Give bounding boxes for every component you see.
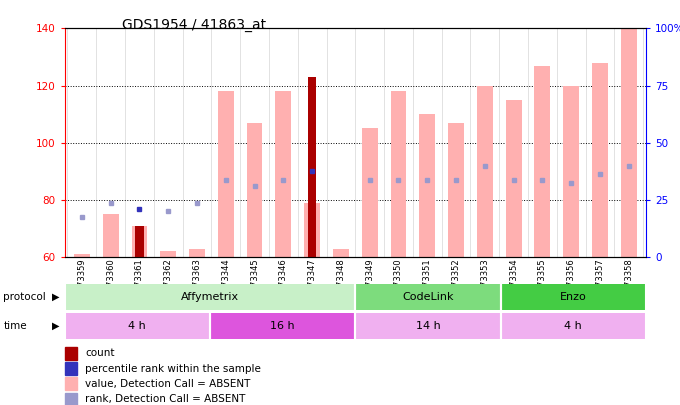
Bar — [304, 203, 320, 257]
Text: percentile rank within the sample: percentile rank within the sample — [85, 364, 261, 373]
Text: 14 h: 14 h — [415, 321, 441, 331]
Bar — [621, 28, 636, 257]
Bar — [218, 91, 234, 257]
Bar — [477, 85, 493, 257]
Text: 4 h: 4 h — [564, 321, 582, 331]
Bar — [160, 252, 176, 257]
Text: CodeLink: CodeLink — [403, 292, 454, 302]
Text: protocol: protocol — [3, 292, 46, 302]
Bar — [308, 77, 316, 257]
Bar — [500, 284, 646, 310]
Bar — [74, 254, 90, 257]
Bar — [420, 114, 435, 257]
Bar — [355, 313, 500, 339]
Bar — [448, 123, 464, 257]
Text: GDS1954 / 41863_at: GDS1954 / 41863_at — [122, 18, 267, 32]
Text: rank, Detection Call = ABSENT: rank, Detection Call = ABSENT — [85, 394, 245, 404]
Bar — [65, 313, 210, 339]
Text: 4 h: 4 h — [129, 321, 146, 331]
Text: ▶: ▶ — [52, 292, 59, 302]
Text: count: count — [85, 348, 114, 358]
Bar — [210, 313, 355, 339]
Bar — [390, 91, 407, 257]
Bar — [103, 214, 118, 257]
Bar — [500, 313, 646, 339]
Text: Affymetrix: Affymetrix — [181, 292, 239, 302]
Bar — [362, 128, 377, 257]
Bar — [247, 123, 262, 257]
Bar — [275, 91, 291, 257]
Bar — [333, 249, 349, 257]
Bar — [592, 63, 608, 257]
Bar — [131, 226, 148, 257]
Text: 16 h: 16 h — [271, 321, 295, 331]
Bar — [563, 85, 579, 257]
Bar — [534, 66, 550, 257]
Bar — [189, 249, 205, 257]
Text: Enzo: Enzo — [560, 292, 587, 302]
Text: time: time — [3, 321, 27, 331]
Text: ▶: ▶ — [52, 321, 59, 331]
Bar — [506, 100, 522, 257]
Bar — [355, 284, 500, 310]
Bar — [65, 284, 355, 310]
Bar — [135, 226, 143, 257]
Text: value, Detection Call = ABSENT: value, Detection Call = ABSENT — [85, 379, 250, 389]
